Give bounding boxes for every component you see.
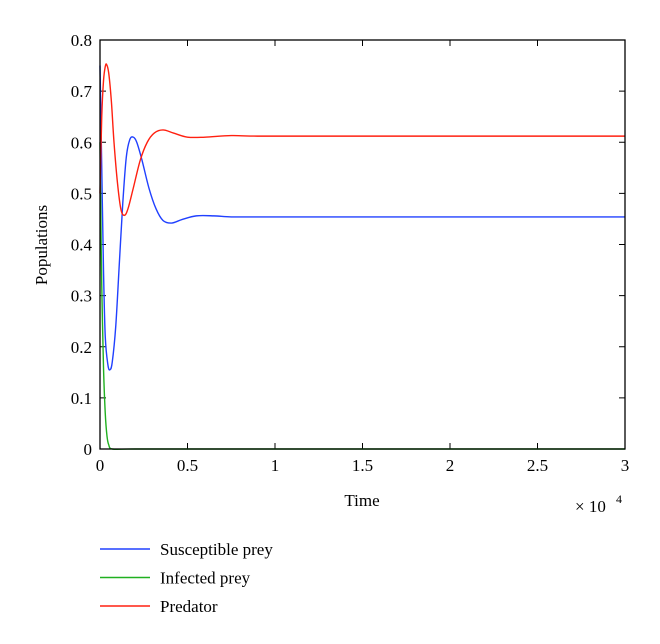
y-tick-label: 0.2 xyxy=(71,338,92,357)
legend-label: Predator xyxy=(160,597,218,616)
y-tick-label: 0.3 xyxy=(71,287,92,306)
series-line-infected-prey xyxy=(99,142,625,450)
x-tick-label: 2 xyxy=(446,456,455,475)
y-tick-label: 0 xyxy=(84,440,93,459)
y-tick-label: 0.4 xyxy=(71,236,93,255)
y-tick-label: 0.6 xyxy=(71,133,92,152)
x-tick-label: 3 xyxy=(621,456,630,475)
y-axis-label: Populations xyxy=(32,205,51,285)
plot-frame xyxy=(99,39,626,450)
legend-label: Infected prey xyxy=(160,569,251,588)
series-line-susceptible-prey xyxy=(99,65,625,371)
x-tick-label: 0 xyxy=(96,456,105,475)
y-tick-label: 0.1 xyxy=(71,389,92,408)
x-tick-label: 1.5 xyxy=(352,456,373,475)
series-line-predator xyxy=(99,63,625,217)
x-axis-label: Time xyxy=(344,491,379,510)
x-multiplier: × 10 xyxy=(575,497,606,516)
y-tick-label: 0.5 xyxy=(71,184,92,203)
y-tick-label: 0.7 xyxy=(71,82,93,101)
x-tick-label: 2.5 xyxy=(527,456,548,475)
x-tick-label: 1 xyxy=(271,456,280,475)
legend: Susceptible prey Infected prey Predator xyxy=(100,540,273,616)
x-multiplier-exponent: 4 xyxy=(616,492,622,506)
legend-label: Susceptible prey xyxy=(160,540,273,559)
x-tick-label: 0.5 xyxy=(177,456,198,475)
y-tick-label: 0.8 xyxy=(71,31,92,50)
